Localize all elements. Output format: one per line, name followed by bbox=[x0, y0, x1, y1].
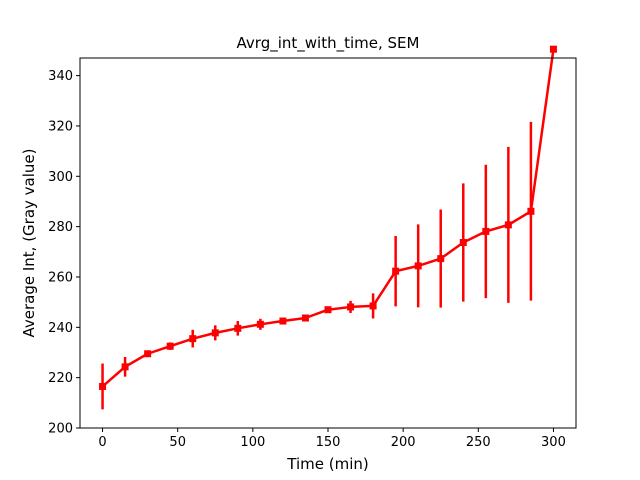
data-point bbox=[256, 320, 264, 328]
data-point bbox=[279, 317, 287, 325]
data-point bbox=[459, 238, 467, 246]
x-axis-ticks: 0 50 100 150 200 250 300 bbox=[98, 428, 566, 450]
y-tick-label: 300 bbox=[48, 170, 73, 185]
x-tick-label: 250 bbox=[466, 435, 491, 450]
data-point bbox=[437, 255, 445, 263]
data-point bbox=[301, 314, 309, 322]
y-tick-label: 260 bbox=[48, 270, 73, 285]
y-axis-label: Average Int, (Gray value) bbox=[20, 148, 38, 337]
y-tick-label: 200 bbox=[48, 422, 73, 437]
data-point bbox=[347, 303, 355, 311]
y-tick-label: 220 bbox=[48, 371, 73, 386]
chart-title: Avrg_int_with_time, SEM bbox=[237, 34, 420, 53]
x-axis-label: Time (min) bbox=[286, 455, 368, 473]
x-tick-label: 0 bbox=[98, 435, 106, 450]
x-tick-label: 150 bbox=[316, 435, 341, 450]
x-tick-label: 200 bbox=[391, 435, 416, 450]
x-tick-label: 50 bbox=[169, 435, 186, 450]
y-tick-label: 280 bbox=[48, 220, 73, 235]
data-point bbox=[99, 382, 107, 390]
y-tick-label: 340 bbox=[48, 69, 73, 84]
plot-frame bbox=[79, 57, 577, 429]
data-point bbox=[504, 221, 512, 229]
data-point bbox=[369, 302, 377, 310]
x-tick-label: 300 bbox=[541, 435, 566, 450]
data-point bbox=[482, 227, 490, 235]
data-point bbox=[144, 350, 152, 358]
data-point bbox=[234, 324, 242, 332]
data-point bbox=[166, 342, 174, 350]
data-point bbox=[527, 207, 535, 215]
data-point bbox=[549, 45, 557, 53]
data-point bbox=[324, 306, 332, 314]
y-tick-label: 240 bbox=[48, 321, 73, 336]
y-tick-label: 320 bbox=[48, 119, 73, 134]
data-point bbox=[211, 329, 219, 337]
data-point bbox=[121, 363, 129, 371]
plot-content bbox=[99, 45, 557, 410]
data-point bbox=[392, 267, 400, 275]
y-axis-ticks: 200 220 240 260 280 300 320 340 bbox=[48, 69, 80, 437]
data-point bbox=[189, 335, 197, 343]
data-point bbox=[414, 262, 422, 270]
x-tick-label: 100 bbox=[240, 435, 265, 450]
